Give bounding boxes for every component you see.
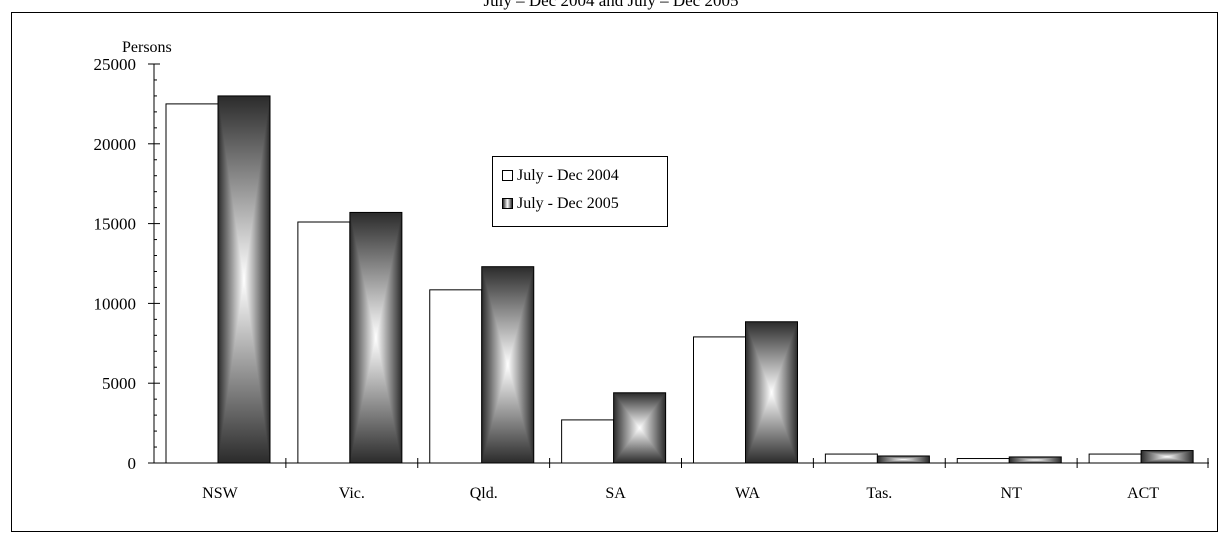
y-tick-label: 20000 xyxy=(94,135,137,154)
y-tick-label: 0 xyxy=(128,454,137,473)
x-tick-label: SA xyxy=(605,485,626,502)
x-tick-label: Tas. xyxy=(866,485,892,502)
bar-wa-series-0 xyxy=(693,336,746,464)
legend: July - Dec 2004 July - Dec 2005 xyxy=(492,156,668,227)
legend-item-series-1: July - Dec 2005 xyxy=(502,193,619,215)
y-tick-label: 10000 xyxy=(94,294,137,313)
legend-label-series-1: July - Dec 2005 xyxy=(517,195,619,212)
y-tick-label: 15000 xyxy=(94,215,137,234)
x-tick-label: Vic. xyxy=(339,485,365,502)
x-tick-label: WA xyxy=(735,485,760,502)
bar-act-series-1 xyxy=(1140,450,1194,464)
y-axis-label: Persons xyxy=(122,39,172,56)
bar-vic-series-1 xyxy=(349,211,403,464)
y-tick-label: 25000 xyxy=(94,55,137,74)
chart-frame xyxy=(11,12,1218,532)
legend-label-series-0: July - Dec 2004 xyxy=(517,167,619,184)
bar-tas-series-0 xyxy=(824,453,878,464)
bar-nsw-series-1 xyxy=(217,95,271,464)
bar-sa-series-0 xyxy=(561,419,615,464)
legend-swatch-series-1 xyxy=(502,198,513,209)
chart-title: July – Dec 2004 and July – Dec 2005 xyxy=(483,0,739,10)
bar-nsw-series-0 xyxy=(165,103,219,464)
x-tick-label: NT xyxy=(1001,485,1023,502)
bar-nt-series-0 xyxy=(956,458,1010,464)
legend-swatch-series-0 xyxy=(502,170,513,181)
bar-sa-series-1 xyxy=(613,392,667,464)
bar-nt-series-1 xyxy=(1008,456,1062,464)
legend-item-series-0: July - Dec 2004 xyxy=(502,165,619,187)
y-tick-label: 5000 xyxy=(102,374,136,393)
x-tick-label: NSW xyxy=(202,485,238,502)
bar-qld-series-0 xyxy=(429,289,483,464)
bar-wa-series-1 xyxy=(745,321,798,464)
bar-act-series-0 xyxy=(1088,453,1142,464)
bar-vic-series-0 xyxy=(297,221,351,464)
x-tick-label: ACT xyxy=(1127,485,1159,502)
x-tick-label: Qld. xyxy=(470,485,498,502)
bar-tas-series-1 xyxy=(876,455,930,464)
bar-qld-series-1 xyxy=(481,266,535,464)
